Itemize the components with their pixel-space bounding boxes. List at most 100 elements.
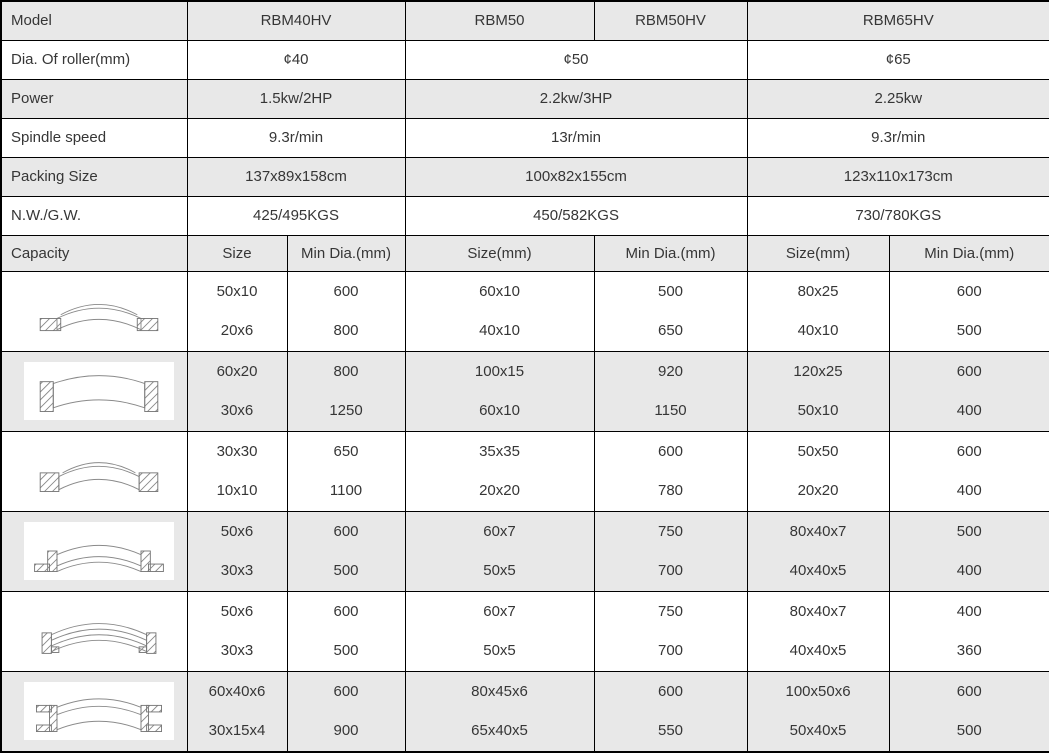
capacity-min-dia: 750 bbox=[658, 523, 684, 541]
capacity-min-dia: 800 bbox=[333, 363, 359, 381]
capacity-min-dia: 550 bbox=[658, 721, 684, 739]
angle-legs-in-section-icon bbox=[24, 602, 174, 660]
row-capacity-header: Capacity Size Min Dia.(mm) Size(mm) Min … bbox=[0, 234, 1049, 272]
capacity-size: 60x7 bbox=[483, 523, 516, 541]
power-value: 2.25kw bbox=[746, 78, 1049, 119]
capacity-col-header: Min Dia.(mm) bbox=[593, 234, 748, 272]
capacity-size: 60x20 bbox=[216, 363, 258, 381]
capacity-min-dia: 600 bbox=[956, 683, 982, 701]
capacity-size: 30x3 bbox=[220, 641, 254, 659]
packing-size-label: Packing Size bbox=[0, 156, 188, 197]
packing-size-value: 100x82x155cm bbox=[404, 156, 748, 197]
capacity-min-dia: 600 bbox=[658, 443, 684, 461]
profile-icon-cell bbox=[0, 510, 188, 592]
capacity-size: 40x10 bbox=[797, 321, 839, 339]
power-label: Power bbox=[0, 78, 188, 119]
capacity-min-dia: 700 bbox=[658, 561, 684, 579]
angle-legs-out-section-icon bbox=[24, 522, 174, 580]
capacity-min-dia: 400 bbox=[956, 481, 982, 499]
capacity-min-dia: 700 bbox=[658, 641, 684, 659]
capacity-min-dia: 400 bbox=[956, 401, 982, 419]
roller-dia-label: Dia. Of roller(mm) bbox=[0, 39, 188, 80]
capacity-size: 100x50x6 bbox=[785, 683, 851, 701]
capacity-min-dia: 600 bbox=[956, 363, 982, 381]
capacity-size: 60x10 bbox=[479, 283, 520, 301]
capacity-min-dia: 600 bbox=[333, 523, 359, 541]
capacity-min-dia: 360 bbox=[956, 641, 982, 659]
capacity-col-header: Size(mm) bbox=[746, 234, 890, 272]
model-label: Model bbox=[0, 0, 188, 41]
capacity-min-dia: 600 bbox=[956, 443, 982, 461]
capacity-size: 30x3 bbox=[220, 561, 254, 579]
spindle-speed-value: 9.3r/min bbox=[746, 117, 1049, 158]
spindle-speed-value: 13r/min bbox=[404, 117, 748, 158]
capacity-min-dia: 600 bbox=[333, 683, 359, 701]
capacity-min-dia: 500 bbox=[333, 561, 359, 579]
capacity-min-dia: 400 bbox=[956, 561, 982, 579]
capacity-size: 80x25 bbox=[797, 283, 839, 301]
capacity-min-dia: 500 bbox=[956, 321, 982, 339]
model-rbm50hv: RBM50HV bbox=[593, 0, 748, 41]
capacity-col-header: Min Dia.(mm) bbox=[888, 234, 1049, 272]
capacity-size: 30x6 bbox=[220, 401, 254, 419]
capacity-size: 20x20 bbox=[797, 481, 839, 499]
capacity-min-dia: 500 bbox=[956, 523, 982, 541]
capacity-min-dia: 750 bbox=[658, 603, 684, 621]
flat-bar-easy-way-section-icon bbox=[24, 282, 174, 340]
capacity-size: 100x15 bbox=[474, 363, 525, 381]
capacity-min-dia: 650 bbox=[333, 443, 359, 461]
capacity-size: 80x40x7 bbox=[789, 603, 847, 621]
square-bar-section-icon bbox=[24, 442, 174, 500]
capacity-size: 50x6 bbox=[220, 603, 254, 621]
row-model: Model RBM40HV RBM50 RBM50HV RBM65HV bbox=[0, 0, 1049, 41]
capacity-size: 50x10 bbox=[797, 401, 839, 419]
model-rbm50: RBM50 bbox=[404, 0, 595, 41]
capacity-size: 60x7 bbox=[483, 603, 516, 621]
power-value: 2.2kw/3HP bbox=[404, 78, 748, 119]
profile-icon-cell bbox=[0, 670, 188, 752]
capacity-size: 50x5 bbox=[483, 561, 516, 579]
spindle-speed-label: Spindle speed bbox=[0, 117, 188, 158]
capacity-min-dia: 1250 bbox=[329, 401, 363, 419]
roller-dia-value: ¢50 bbox=[404, 39, 748, 80]
capacity-row-angle-out: 50x6 30x3 600 500 60x7 50x5 750 700 80x40x7 4… bbox=[0, 510, 1049, 592]
capacity-min-dia: 400 bbox=[956, 603, 982, 621]
weight-value: 425/495KGS bbox=[186, 195, 406, 236]
capacity-min-dia: 780 bbox=[658, 481, 684, 499]
capacity-min-dia: 800 bbox=[333, 321, 359, 339]
capacity-min-dia: 500 bbox=[956, 721, 982, 739]
capacity-size: 40x10 bbox=[479, 321, 520, 339]
capacity-size: 10x10 bbox=[216, 481, 258, 499]
capacity-size: 50x10 bbox=[216, 283, 258, 301]
row-spindle-speed: Spindle speed 9.3r/min 13r/min 9.3r/min bbox=[0, 117, 1049, 158]
capacity-size: 120x25 bbox=[793, 363, 843, 381]
capacity-min-dia: 600 bbox=[333, 283, 359, 301]
power-value: 1.5kw/2HP bbox=[186, 78, 406, 119]
capacity-size: 20x6 bbox=[220, 321, 254, 339]
capacity-row-angle-in: 50x6 30x3 600 500 60x7 50x5 750 700 80x40x7 4… bbox=[0, 590, 1049, 672]
capacity-min-dia: 920 bbox=[658, 363, 684, 381]
capacity-min-dia: 900 bbox=[333, 721, 359, 739]
row-roller-dia: Dia. Of roller(mm) ¢40 ¢50 ¢65 bbox=[0, 39, 1049, 80]
row-weight: N.W./G.W. 425/495KGS 450/582KGS 730/780K… bbox=[0, 195, 1049, 236]
capacity-size: 40x40x5 bbox=[789, 641, 847, 659]
roller-dia-value: ¢40 bbox=[186, 39, 406, 80]
capacity-size: 40x40x5 bbox=[789, 561, 847, 579]
profile-icon-cell bbox=[0, 590, 188, 672]
capacity-size: 60x40x6 bbox=[208, 683, 266, 701]
capacity-size: 20x20 bbox=[479, 481, 520, 499]
model-rbm65hv: RBM65HV bbox=[746, 0, 1049, 41]
capacity-min-dia: 600 bbox=[333, 603, 359, 621]
capacity-size: 65x40x5 bbox=[471, 721, 528, 739]
capacity-size: 30x15x4 bbox=[208, 721, 266, 739]
capacity-size: 35x35 bbox=[479, 443, 520, 461]
capacity-size: 30x30 bbox=[216, 443, 258, 461]
capacity-min-dia: 500 bbox=[333, 641, 359, 659]
profile-icon-cell bbox=[0, 350, 188, 432]
spindle-speed-value: 9.3r/min bbox=[186, 117, 406, 158]
row-packing-size: Packing Size 137x89x158cm 100x82x155cm 1… bbox=[0, 156, 1049, 197]
capacity-min-dia: 600 bbox=[956, 283, 982, 301]
flat-bar-hard-way-section-icon bbox=[24, 362, 174, 420]
capacity-min-dia: 650 bbox=[658, 321, 684, 339]
